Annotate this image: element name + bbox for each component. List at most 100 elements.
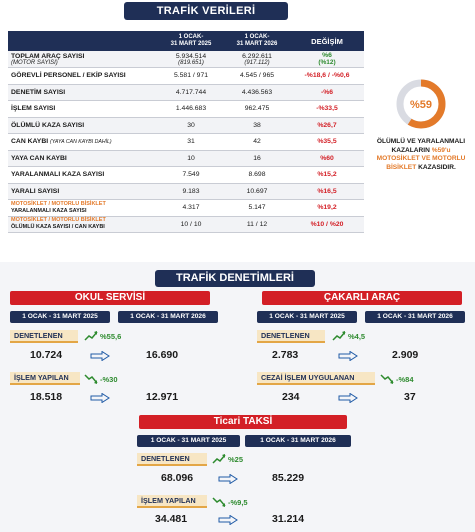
siren-vehicle-inspected-2025: 2.783 [272, 349, 299, 361]
school-bus-processed-2025: 18.518 [30, 391, 63, 403]
row-label-cell: YARALI SAYISI [8, 183, 158, 200]
cell-2025: 30 [158, 117, 224, 134]
commercial-taxi-title: Ticari TAKSİ [139, 415, 347, 429]
cell-2025: 5.934.514 (819.651) [158, 51, 224, 68]
traffic-data-banner: TRAFİK VERİLERİ [124, 2, 288, 20]
cell-2026: 8.698 [224, 166, 290, 184]
cell-2026: 962.475 [224, 100, 290, 118]
row-label: YARALI SAYISI [11, 187, 60, 195]
value-2026: 5.147 [248, 204, 266, 212]
siren-vehicle-penalty-trend: -%84 [396, 375, 414, 384]
row-label: CAN KAYBI [11, 138, 49, 146]
row-label: YARALANMALI KAZA SAYISI [11, 207, 87, 214]
trend-down-icon [380, 374, 394, 384]
cell-2026: 6.292.611 (917.112) [224, 51, 290, 68]
cell-2025: 9.183 [158, 183, 224, 200]
table-header-empty [8, 31, 158, 51]
row-label-cell: YARALANMALI KAZA SAYISI [8, 166, 158, 184]
row-label-highlight: MOTOSİKLET / MOTORLU BİSİKLET [11, 217, 106, 224]
school-bus-date-2025: 1 OCAK - 31 MART 2025 [10, 311, 110, 323]
row-label-cell: TOPLAM ARAÇ SAYISI (MOTOR SAYISI) [8, 51, 158, 68]
value-2025: 5.934.514 [175, 52, 207, 60]
taxi-inspected-2025: 68.096 [161, 472, 194, 484]
cell-change: %26,7 [290, 117, 364, 134]
value-2025: 5.581 / 971 [173, 72, 208, 80]
row-label-highlight: MOTOSİKLET / MOTORLU BİSİKLET [11, 200, 106, 207]
table-row: ÖLÜMLÜ KAZA SAYISI 30 38 %26,7 [8, 117, 364, 134]
value-2025: 10 [187, 154, 195, 162]
row-label: YAYA CAN KAYBI [11, 154, 67, 162]
value-2025: 1.446.683 [175, 105, 207, 113]
table-row: YAYA CAN KAYBI 10 16 %60 [8, 150, 364, 167]
row-label-cell: YAYA CAN KAYBI [8, 150, 158, 167]
school-bus-inspected-trend: %55,6 [100, 332, 122, 341]
row-label: ÖLÜMLÜ KAZA SAYISI [11, 121, 85, 129]
change-value: -%33,5 [316, 105, 338, 113]
traffic-stats-table: 1 OCAK- 31 MART 2025 1 OCAK- 31 MART 2026 … [8, 31, 364, 233]
row-sublabel: (MOTOR SAYISI) [11, 59, 58, 66]
school-bus-inspected-label: DENETLENEN [10, 330, 78, 343]
row-label: TOPLAM ARAÇ SAYISI [11, 52, 85, 60]
cell-2026: 4.436.563 [224, 84, 290, 101]
cell-2026: 42 [224, 133, 290, 151]
siren-vehicle-inspected-label: DENETLENEN [257, 330, 325, 343]
trend-down-icon [212, 497, 226, 507]
value-2025: 10 / 10 [180, 220, 202, 228]
arrow-right-icon [338, 393, 358, 403]
value-2026: 38 [253, 121, 261, 129]
trend-up-icon [212, 454, 226, 464]
cell-2025: 10 [158, 150, 224, 167]
cell-change: %35,5 [290, 133, 364, 151]
table-header-2026: 1 OCAK- 31 MART 2026 [224, 31, 290, 51]
taxi-processed-label: İŞLEM YAPILAN [137, 495, 207, 508]
row-label: ÖLÜMLÜ KAZA SAYISI / CAN KAYBI [11, 224, 105, 231]
school-bus-inspected-2025: 10.724 [30, 349, 63, 361]
taxi-inspected-label: DENETLENEN [137, 453, 207, 466]
taxi-inspected-trend: %25 [228, 455, 244, 464]
value-2026: 10.697 [246, 187, 268, 195]
change-value: %10 / %20 [310, 220, 344, 228]
arrow-right-icon [90, 393, 110, 403]
cell-2026: 10.697 [224, 183, 290, 200]
taxi-processed-trend: -%9,5 [228, 498, 248, 507]
siren-vehicle-penalty-label: CEZAİ İŞLEM UYGULANAN [257, 372, 375, 385]
change-value: %16,5 [317, 187, 337, 195]
table-row: YARALI SAYISI 9.183 10.697 %16,5 [8, 183, 364, 200]
value-2025-sub: (819.651) [178, 59, 204, 66]
taxi-date-2025: 1 OCAK - 31 MART 2025 [137, 435, 240, 447]
cell-2026: 16 [224, 150, 290, 167]
taxi-processed-2025: 34.481 [155, 513, 188, 525]
row-label-cell: MOTOSİKLET / MOTORLU BİSİKLET ÖLÜMLÜ KAZA… [8, 216, 158, 233]
siren-vehicle-penalty-2025: 234 [282, 391, 300, 403]
value-2026-sub: (917.112) [244, 59, 270, 66]
row-label-cell: MOTOSİKLET / MOTORLU BİSİKLET YARALANMALI… [8, 199, 158, 217]
siren-vehicle-inspected-trend: %4,5 [348, 332, 366, 341]
motorcycle-share-callout: %59 ÖLÜMLÜ VE YARALANMALI KAZALARIN %59'… [374, 78, 468, 172]
cell-change: %60 [290, 150, 364, 167]
trend-up-icon [332, 331, 346, 341]
cell-2025: 5.581 / 971 [158, 67, 224, 85]
school-bus-processed-trend: -%30 [100, 375, 118, 384]
value-2026: 11 / 12 [246, 220, 268, 228]
row-label-cell: İŞLEM SAYISI [8, 100, 158, 118]
row-label-cell: CAN KAYBI (YAYA CAN KAYBI DAHİL) [8, 133, 158, 151]
arrow-right-icon [90, 351, 110, 361]
row-label-cell: DENETİM SAYISI [8, 84, 158, 101]
siren-vehicle-penalty-2026: 37 [404, 391, 416, 403]
value-2026: 8.698 [248, 171, 266, 179]
siren-vehicle-inspected-2026: 2.909 [392, 349, 419, 361]
table-header-2025: 1 OCAK- 31 MART 2025 [158, 31, 224, 51]
value-2026: 962.475 [244, 105, 270, 113]
school-bus-inspected-2026: 16.690 [146, 349, 179, 361]
siren-vehicle-title: ÇAKARLI ARAÇ [262, 291, 462, 305]
arrow-right-icon [218, 474, 238, 484]
cell-change: %19,2 [290, 199, 364, 217]
value-2025: 31 [187, 138, 195, 146]
change-value: %60 [320, 154, 334, 162]
school-bus-processed-2026: 12.971 [146, 391, 179, 403]
taxi-inspected-2026: 85.229 [272, 472, 305, 484]
cell-change: -%18,6 / -%0,6 [290, 67, 364, 85]
change-value: %19,2 [317, 204, 337, 212]
donut-percent-label: %59 [410, 99, 432, 111]
change-value: %35,5 [317, 138, 337, 146]
